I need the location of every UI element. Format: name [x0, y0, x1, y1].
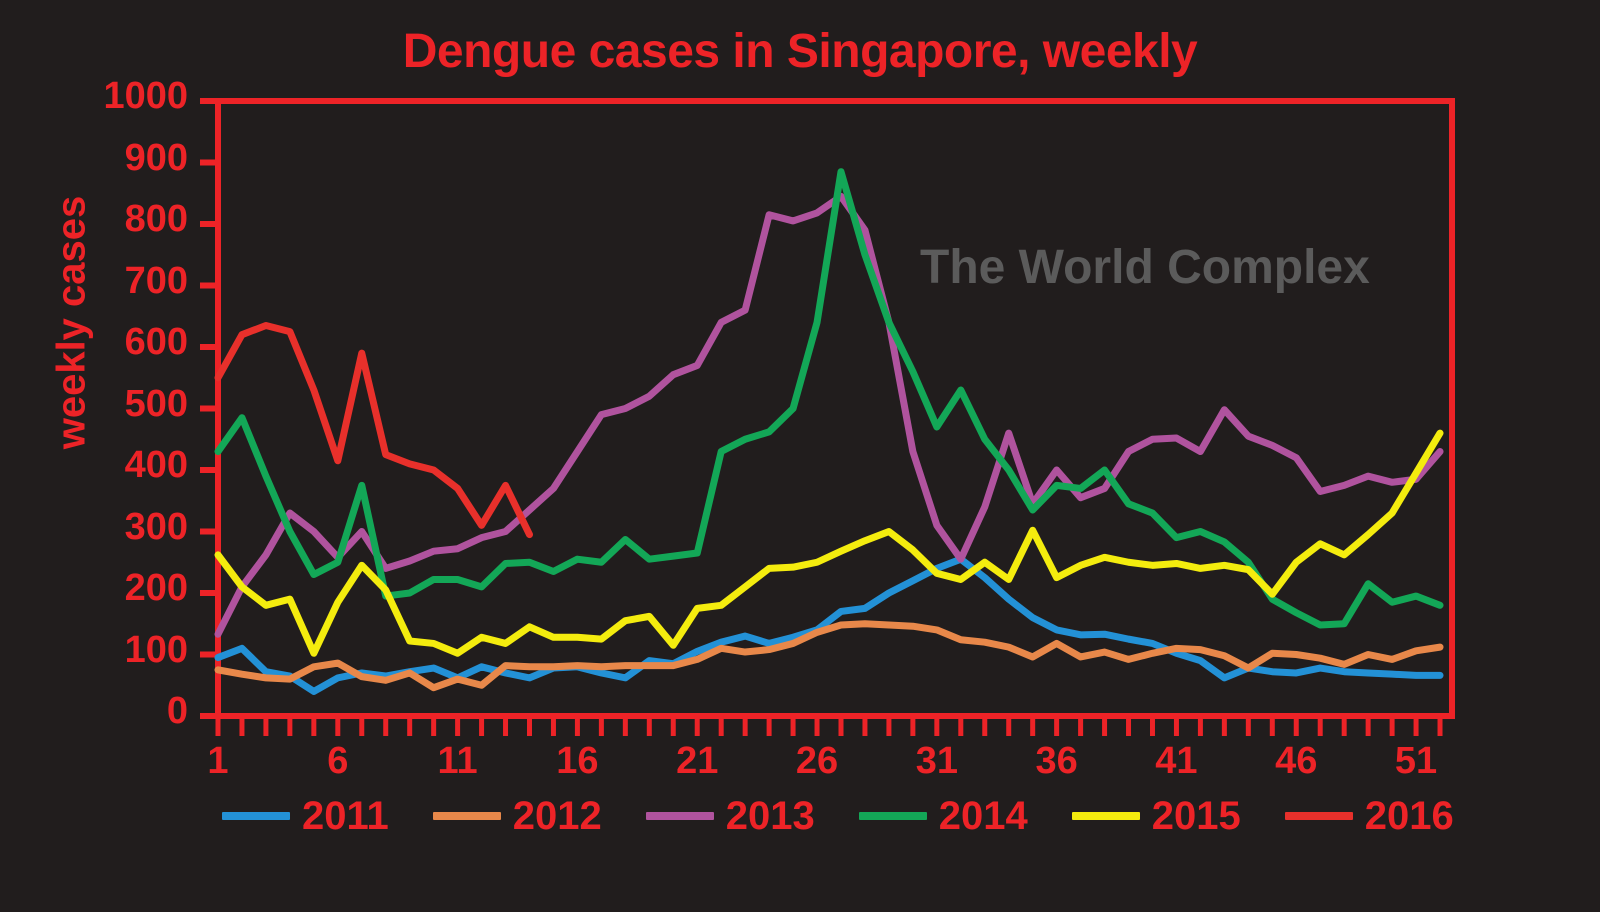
- x-tick-label: 6: [327, 740, 349, 782]
- y-tick-label: 800: [124, 198, 188, 240]
- series-line-2011: [214, 555, 1444, 695]
- legend-label: 2014: [938, 794, 1028, 838]
- legend-swatch-2015: [1071, 812, 1140, 820]
- y-tick-label: 900: [124, 136, 188, 179]
- x-axis-ticks: [215, 716, 1443, 736]
- x-tick-label: 26: [795, 740, 839, 782]
- legend-label: 2016: [1364, 794, 1454, 838]
- x-tick-label: 1: [207, 740, 229, 782]
- y-tick-label: 700: [124, 259, 188, 302]
- legend-swatch-2013: [645, 812, 714, 820]
- legend-item-2011[interactable]: 2011: [222, 796, 389, 836]
- page-title: Dengue cases in Singapore, weekly: [402, 25, 1198, 78]
- legend-item-2014[interactable]: 2014: [858, 794, 1028, 838]
- legend-label: 2011: [302, 794, 389, 838]
- y-axis-ticks: [200, 98, 218, 719]
- y-tick-label: 1000: [103, 75, 188, 117]
- x-tick-label: 41: [1155, 740, 1198, 782]
- series-line-2015: [214, 429, 1444, 657]
- legend-label: 2012: [512, 794, 602, 838]
- legend-swatch-2016: [1284, 812, 1353, 820]
- legend-item-2012[interactable]: 2012: [432, 794, 602, 838]
- y-tick-label: 300: [124, 505, 188, 548]
- legend-label: 2013: [725, 794, 815, 838]
- legend-item-2013[interactable]: 2013: [645, 794, 815, 838]
- legend-swatch-2011: [222, 812, 290, 820]
- series-line-2012: [214, 620, 1444, 692]
- x-tick-label: 11: [437, 740, 478, 782]
- series-line-2016: [214, 321, 533, 539]
- y-tick-label: 600: [124, 321, 188, 363]
- chart-legend: 2011 2012 2013 2014 2015 2016: [0, 796, 1600, 836]
- legend-item-2015[interactable]: 2015: [1071, 794, 1241, 838]
- x-tick-label: 36: [1035, 740, 1078, 782]
- x-tick-label: 51: [1394, 740, 1438, 782]
- x-tick-label: 31: [915, 740, 958, 782]
- legend-item-2016[interactable]: 2016: [1284, 794, 1454, 838]
- y-tick-label: 500: [124, 382, 188, 425]
- y-tick-label: 400: [124, 444, 188, 486]
- legend-swatch-2014: [858, 812, 927, 820]
- series-line-2014: [214, 168, 1444, 629]
- y-tick-label: 100: [124, 628, 188, 671]
- series-line-2013: [214, 192, 1444, 638]
- x-tick-label: 46: [1275, 740, 1318, 782]
- x-tick-label: 21: [676, 740, 719, 782]
- watermark-text: The World Complex: [920, 241, 1370, 294]
- y-tick-label: 0: [166, 690, 188, 732]
- data-series-group: [214, 168, 1444, 695]
- x-tick-label: 16: [556, 740, 599, 782]
- y-tick-label: 200: [124, 567, 188, 609]
- legend-swatch-2012: [432, 812, 501, 820]
- legend-label: 2015: [1151, 794, 1241, 838]
